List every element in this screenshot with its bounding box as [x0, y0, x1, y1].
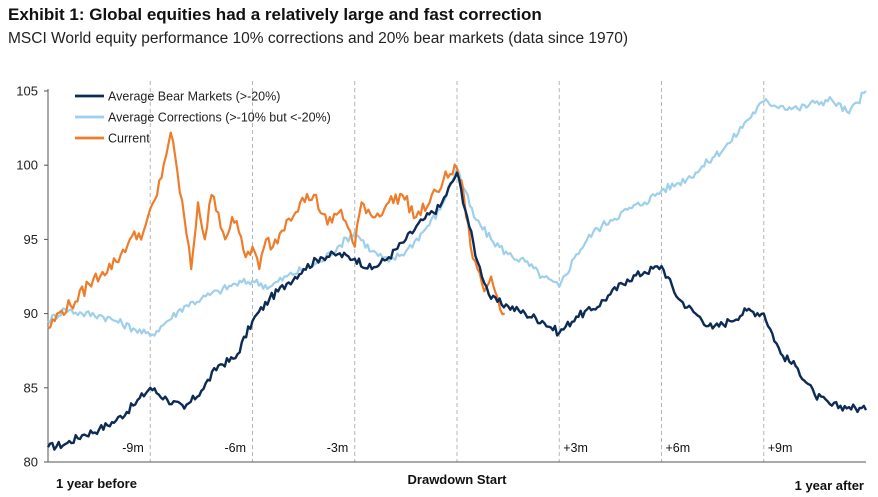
y-tick-label-90: 90 — [24, 306, 38, 321]
x-marker-label--9m: -9m — [122, 441, 144, 455]
series-line-0 — [46, 171, 868, 451]
label-drawdown-start: Drawdown Start — [408, 472, 508, 487]
label-1-year-before: 1 year before — [56, 476, 137, 491]
chart-title: Exhibit 1: Global equities had a relativ… — [8, 5, 542, 24]
legend: Average Bear Markets (>-20%) Average Corr… — [75, 90, 331, 146]
legend-label-2: Current — [108, 132, 150, 146]
x-marker-labels: -9m -6m -3m +3m +6m +9m — [122, 441, 792, 455]
legend-label-1: Average Corrections (>-10% but <-20%) — [108, 111, 331, 125]
x-marker-label--6m: -6m — [225, 441, 247, 455]
axes — [47, 89, 866, 463]
vertical-gridlines — [149, 81, 765, 462]
x-marker-label-+3m: +3m — [563, 441, 588, 455]
series-line-2 — [47, 131, 505, 330]
y-tick-label-105: 105 — [16, 84, 38, 99]
y-tick-label-95: 95 — [24, 232, 38, 247]
chart-subtitle: MSCI World equity performance 10% correc… — [8, 30, 629, 47]
x-marker-label--3m: -3m — [327, 441, 349, 455]
y-axis-ticks: 80 85 90 95 100 105 — [16, 84, 48, 470]
x-marker-label-+6m: +6m — [666, 441, 691, 455]
y-tick-label-85: 85 — [24, 380, 38, 395]
y-tick-label-100: 100 — [16, 158, 38, 173]
bottom-labels: 1 year before Drawdown Start 1 year after — [56, 472, 864, 493]
series-lines — [46, 90, 868, 451]
label-1-year-after: 1 year after — [795, 478, 864, 493]
x-marker-label-+9m: +9m — [768, 441, 793, 455]
legend-label-0: Average Bear Markets (>-20%) — [108, 90, 280, 104]
y-tick-label-80: 80 — [24, 455, 38, 470]
